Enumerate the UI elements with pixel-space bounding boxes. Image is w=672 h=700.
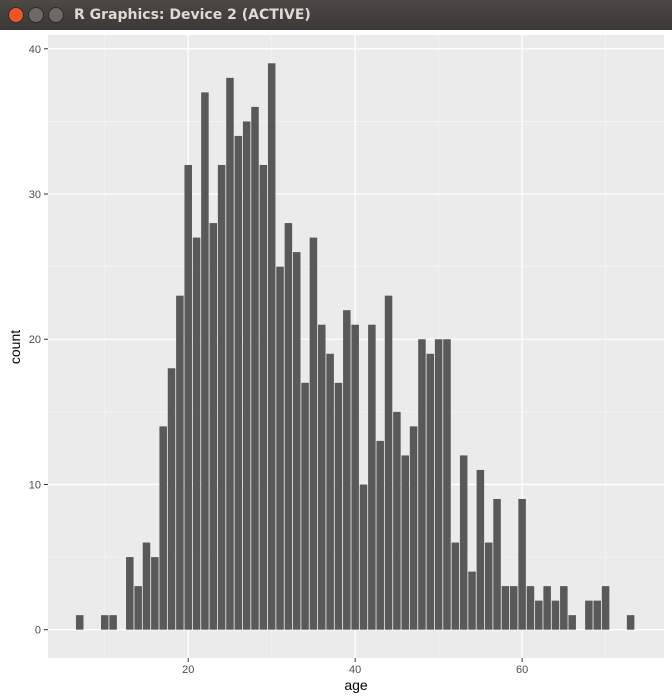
bar — [259, 164, 268, 630]
bar — [593, 600, 601, 630]
bar — [242, 121, 251, 630]
bar — [276, 266, 284, 630]
bar — [409, 426, 418, 630]
y-tick-label: 0 — [35, 625, 41, 637]
bar — [176, 295, 184, 630]
x-tick-label: 20 — [182, 664, 194, 676]
bar — [451, 542, 460, 630]
y-tick-label: 10 — [29, 479, 41, 491]
bar — [434, 339, 443, 630]
bar — [142, 542, 151, 630]
bar — [459, 455, 468, 630]
bar — [493, 498, 501, 630]
bar — [184, 164, 192, 630]
bar — [501, 586, 510, 630]
bar — [510, 586, 518, 630]
bar — [334, 382, 343, 630]
bar — [209, 223, 218, 630]
x-tick-label: 60 — [516, 664, 528, 676]
x-tick-label: 40 — [349, 664, 361, 676]
bar — [526, 586, 535, 630]
bar — [201, 92, 209, 630]
close-button[interactable] — [8, 7, 24, 23]
title-bar: R Graphics: Device 2 (ACTIVE) — [0, 0, 672, 30]
bar — [476, 469, 485, 630]
maximize-button[interactable] — [48, 7, 64, 23]
bar — [192, 237, 201, 630]
bar — [418, 339, 426, 630]
bar — [167, 368, 176, 630]
bar — [151, 557, 159, 630]
bar — [101, 615, 109, 630]
bar — [518, 498, 526, 630]
bar — [351, 324, 359, 630]
bar — [551, 600, 560, 630]
y-tick-label: 20 — [29, 334, 41, 346]
bar — [292, 252, 301, 630]
y-axis-label: count — [7, 330, 23, 364]
bar — [384, 295, 393, 630]
bar — [443, 339, 451, 630]
bar — [560, 586, 568, 630]
bar — [134, 586, 142, 630]
bar — [301, 382, 309, 630]
bar — [368, 324, 376, 630]
window-title: R Graphics: Device 2 (ACTIVE) — [74, 7, 311, 23]
bar — [284, 223, 293, 630]
chart: age count 0 10 20 30 40 20 40 60 — [7, 35, 664, 693]
bar — [535, 600, 543, 630]
bar — [217, 164, 226, 630]
bar — [309, 237, 318, 630]
bar — [234, 135, 243, 630]
bar — [343, 310, 351, 630]
bar — [468, 571, 476, 630]
bar — [568, 615, 576, 630]
bar — [267, 63, 276, 630]
bar — [376, 440, 384, 630]
bar — [251, 106, 259, 630]
bar — [326, 353, 334, 630]
minimize-button[interactable] — [28, 7, 44, 23]
bar — [159, 426, 167, 630]
bar — [109, 615, 117, 630]
bar — [626, 615, 635, 630]
y-tick-label: 30 — [29, 189, 41, 201]
bar — [393, 411, 401, 630]
bar — [401, 455, 410, 630]
bar — [226, 77, 234, 630]
bar — [426, 353, 435, 630]
bar — [318, 324, 326, 630]
bar — [601, 586, 610, 630]
x-axis-label: age — [344, 677, 368, 693]
bar — [484, 542, 493, 630]
bar — [543, 586, 551, 630]
y-tick-label: 40 — [29, 44, 41, 56]
bar — [126, 557, 134, 630]
bar — [75, 615, 84, 630]
bar — [359, 484, 368, 630]
bar — [585, 600, 593, 630]
